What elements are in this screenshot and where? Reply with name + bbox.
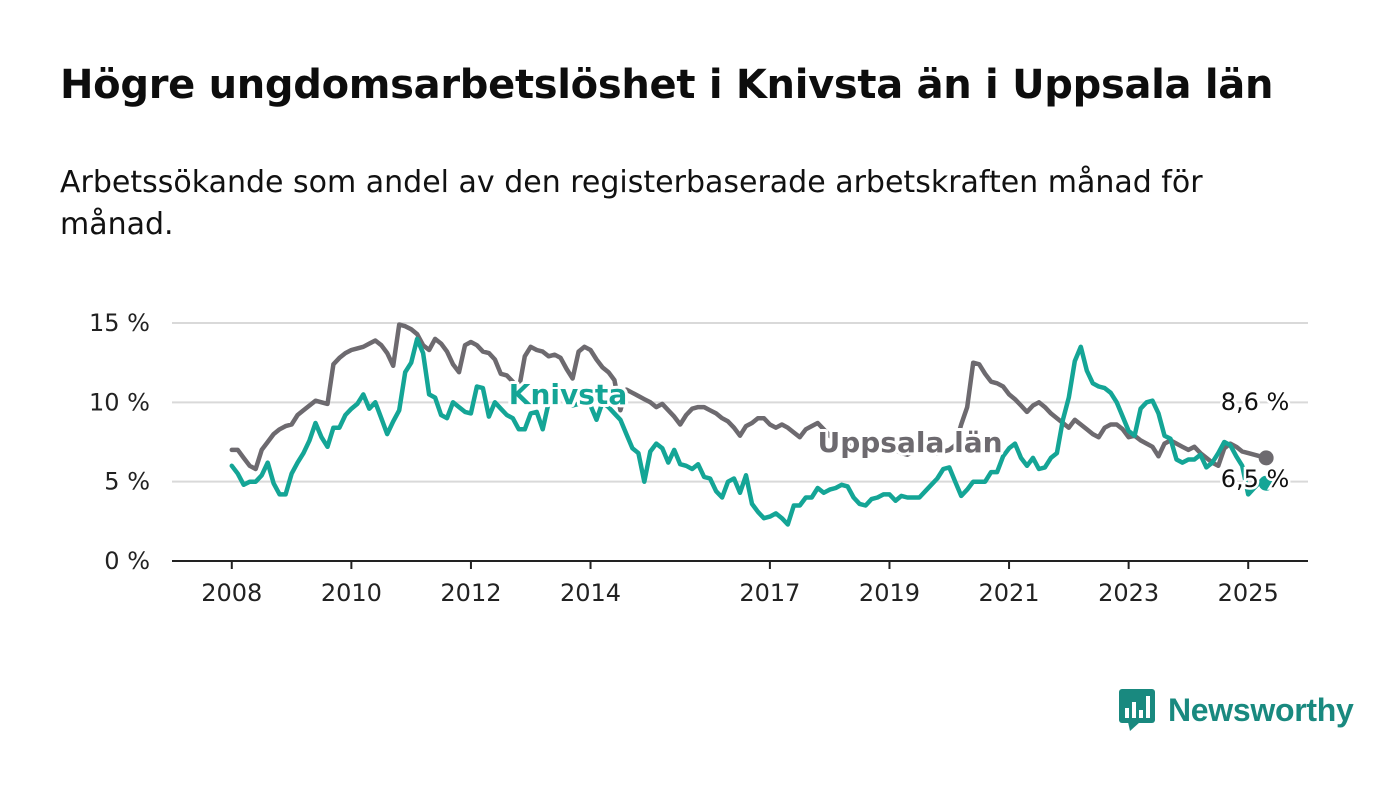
x-tick-label: 2021	[979, 579, 1040, 607]
brand-logo[interactable]: Newsworthy	[1118, 688, 1354, 732]
x-tick-label: 2017	[739, 579, 800, 607]
series-name-label: Knivsta	[509, 378, 627, 411]
x-tick-label: 2025	[1218, 579, 1279, 607]
y-tick-label: 10 %	[89, 388, 150, 416]
series-line-uppsala-ln	[229, 322, 1269, 472]
x-tick-label: 2014	[560, 579, 621, 607]
series-end-point	[1258, 450, 1274, 466]
y-tick-label: 5 %	[104, 468, 150, 496]
y-tick-label: 0 %	[104, 547, 150, 575]
brand-name: Newsworthy	[1168, 691, 1354, 728]
series-end-value-label: 8,6 %	[1221, 388, 1290, 416]
x-tick-label: 2023	[1098, 579, 1159, 607]
series-end-point	[1258, 475, 1274, 491]
x-tick-label: 2012	[440, 579, 501, 607]
y-tick-label: 15 %	[89, 309, 150, 337]
x-tick-label: 2010	[321, 579, 382, 607]
bar-chart-speech-bubble-icon	[1119, 689, 1155, 731]
x-tick-label: 2008	[201, 579, 262, 607]
series-end-value-label: 6,5 %	[1221, 465, 1290, 493]
chart-subtitle: Arbetssökande som andel av den registerb…	[60, 165, 1203, 242]
chart-title: Högre ungdomsarbetslöshet i Knivsta än i…	[60, 62, 1274, 108]
series-name-label: Uppsala län	[817, 426, 1002, 459]
x-tick-label: 2019	[859, 579, 920, 607]
series-line-knivsta	[229, 336, 1269, 527]
